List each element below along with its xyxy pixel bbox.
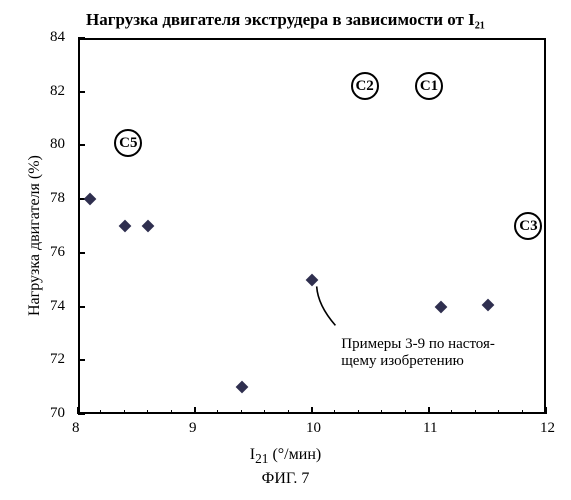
figure: Нагрузка двигателя экструдера в зависимо… (0, 0, 571, 500)
annotation-leader (0, 0, 571, 500)
